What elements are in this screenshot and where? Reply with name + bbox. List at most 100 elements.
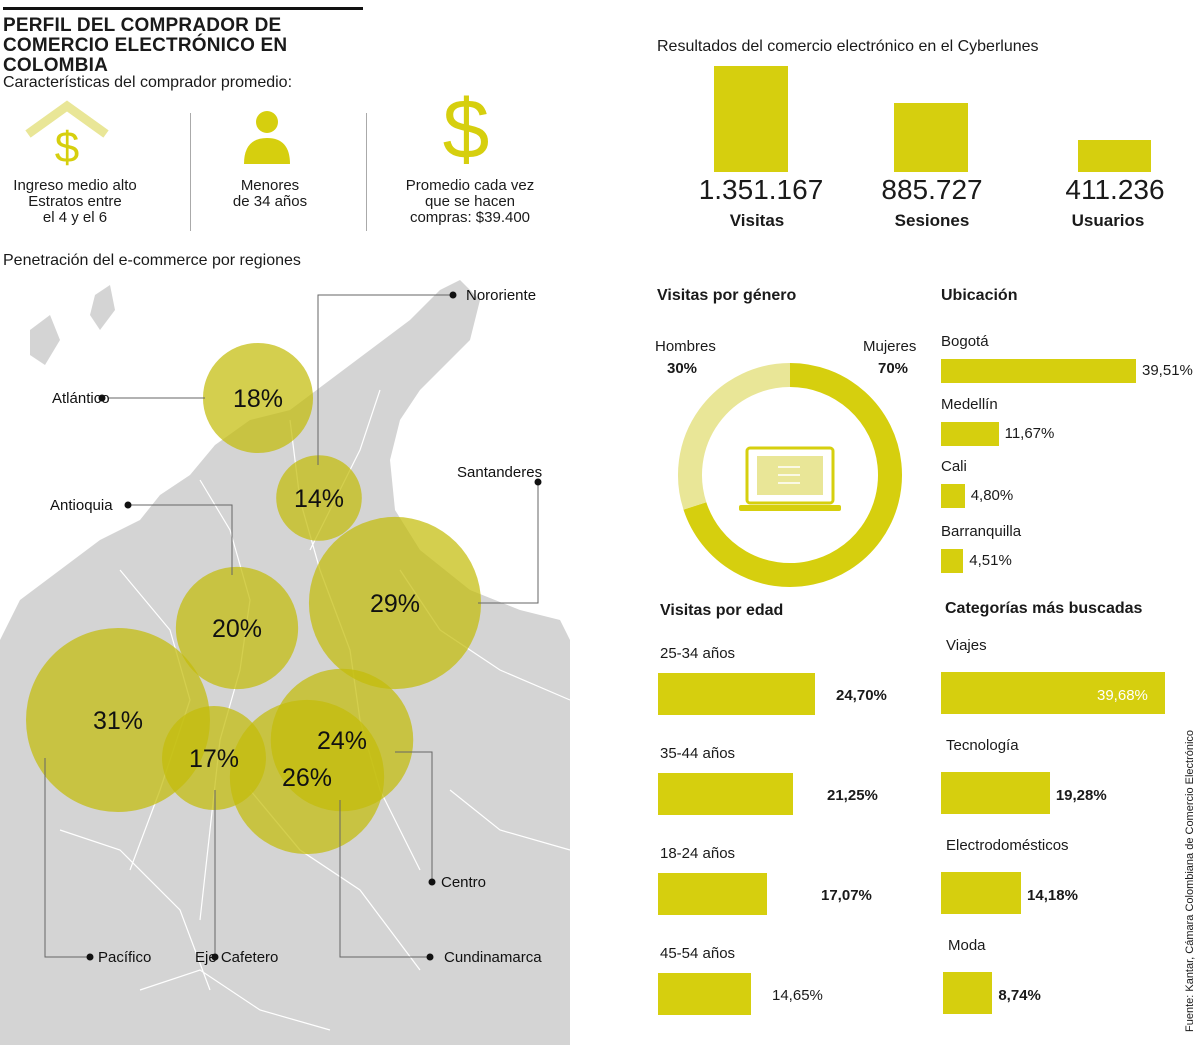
source-note: Fuente: Kantar, Cámara Colombiana de Com… xyxy=(1184,729,1196,1032)
region-dot xyxy=(534,478,542,486)
region-value-label: 20% xyxy=(212,615,262,643)
location-bar xyxy=(941,549,964,573)
leader-line-pacifico xyxy=(44,758,90,958)
svg-text:$: $ xyxy=(55,123,79,170)
region-dot xyxy=(211,953,219,961)
gender-men-value: 30% xyxy=(667,360,698,377)
feature-income: Ingreso medio alto Estratos entre el 4 y… xyxy=(13,177,137,226)
age-bar xyxy=(658,773,794,815)
region-value-label: 31% xyxy=(93,707,143,735)
category-label: Moda xyxy=(948,937,986,954)
title-rule xyxy=(3,7,363,10)
stat-label: Sesiones xyxy=(894,211,970,230)
location-label: Medellín xyxy=(941,396,998,413)
category-label: Tecnología xyxy=(946,737,1019,754)
region-value-label: 14% xyxy=(294,485,344,513)
stat-value: 885.727 xyxy=(881,174,983,205)
category-value: 39,68% xyxy=(1097,687,1148,704)
stat-value: 411.236 xyxy=(1065,174,1165,205)
stat-value: 1.351.167 xyxy=(698,174,824,205)
region-dot xyxy=(98,394,106,402)
age-bar xyxy=(658,673,815,715)
region-map: 18% 14% 29% 20% 31% 17% 26% 24% Atlántico Noror… xyxy=(0,280,571,1045)
features-heading: Características del comprador promedio: xyxy=(3,74,293,91)
age-label: 35-44 años xyxy=(660,745,736,762)
age-heading: Visitas por edad xyxy=(660,602,784,619)
location-bar xyxy=(941,484,965,508)
region-bubble xyxy=(175,566,299,690)
cyberlunes-bar xyxy=(894,102,968,172)
category-bar xyxy=(941,672,1165,714)
region-dot xyxy=(124,501,132,509)
region-label-antioquia: Antioquia xyxy=(50,497,113,514)
location-bar xyxy=(941,359,1136,383)
leader-line-nororiente xyxy=(317,294,452,465)
region-dot xyxy=(426,953,434,961)
svg-text:$: $ xyxy=(443,84,490,166)
age-bar xyxy=(658,873,767,915)
location-value: 4,51% xyxy=(969,552,1012,569)
region-value-label: 17% xyxy=(189,745,239,773)
stat-label: Visitas xyxy=(729,211,785,230)
gender-heading: Visitas por género xyxy=(657,287,797,304)
region-label-cundinamarca: Cundinamarca xyxy=(444,949,542,966)
gender-donut-chart xyxy=(678,363,902,587)
region-dot xyxy=(428,878,436,886)
feature-average: Promedio cada vez que se hacen compras: … xyxy=(405,177,535,226)
laptop-icon xyxy=(739,446,841,511)
category-value: 14,18% xyxy=(1027,887,1078,904)
leader-line-santanderes xyxy=(478,482,539,604)
region-value-label: 29% xyxy=(370,590,420,618)
gender-women-value: 70% xyxy=(878,360,909,377)
category-value: 8,74% xyxy=(998,987,1041,1004)
region-bubble xyxy=(308,516,482,690)
leader-line-antioquia xyxy=(128,504,233,575)
region-value-label: 18% xyxy=(233,385,283,413)
category-bar xyxy=(943,972,993,1014)
region-bubble xyxy=(276,455,362,541)
category-bar xyxy=(941,772,1050,814)
age-label: 25-34 años xyxy=(660,645,736,662)
person-icon xyxy=(244,111,290,164)
donut-slice-hombres xyxy=(678,363,791,510)
location-heading: Ubicación xyxy=(941,287,1018,304)
categories-heading: Categorías más buscadas xyxy=(945,600,1143,617)
location-value: 39,51% xyxy=(1142,362,1193,379)
region-label-centro: Centro xyxy=(441,874,486,891)
feature-divider xyxy=(366,113,367,231)
location-value: 11,67% xyxy=(1004,425,1055,442)
feature-age: Menores de 34 años xyxy=(232,177,308,210)
dollar-icon: $ xyxy=(443,84,490,166)
region-value-label: 24% xyxy=(317,727,367,755)
category-bar xyxy=(941,872,1022,914)
map-heading: Penetración del e-commerce por regiones xyxy=(3,252,301,269)
page-title: PERFIL DEL COMPRADOR DE COMERCIO ELECTRÓ… xyxy=(3,15,288,76)
region-label-pacifico: Pacífico xyxy=(98,949,151,966)
house-dollar-icon: $ xyxy=(25,100,109,170)
cyberlunes-bar xyxy=(1078,139,1151,172)
region-label-atlantico: Atlántico xyxy=(52,390,110,407)
region-label-santanderes: Santanderes xyxy=(457,464,542,481)
region-label-eje-cafetero: Eje Cafetero xyxy=(195,949,278,966)
category-label: Electrodomésticos xyxy=(946,837,1069,854)
location-label: Bogotá xyxy=(941,333,989,350)
location-value: 4,80% xyxy=(970,487,1014,504)
region-label-nororiente: Nororiente xyxy=(466,287,536,304)
location-label: Barranquilla xyxy=(941,523,1022,540)
location-label: Cali xyxy=(941,458,967,475)
region-value-label: 26% xyxy=(282,764,332,792)
age-value: 24,70% xyxy=(836,687,887,704)
leader-line-centro xyxy=(395,751,433,882)
gender-men-label: Hombres xyxy=(655,338,716,355)
leader-line-cundinamarca xyxy=(339,800,430,958)
age-bar xyxy=(658,973,752,1015)
location-bar xyxy=(941,422,999,446)
age-label: 45-54 años xyxy=(660,945,736,962)
stat-label: Usuarios xyxy=(1071,211,1145,230)
age-value: 21,25% xyxy=(827,787,878,804)
cyberlunes-bar xyxy=(714,66,788,172)
age-label: 18-24 años xyxy=(660,845,736,862)
region-bubble xyxy=(270,668,414,812)
age-value: 17,07% xyxy=(821,887,872,904)
gender-women-label: Mujeres xyxy=(863,338,917,355)
